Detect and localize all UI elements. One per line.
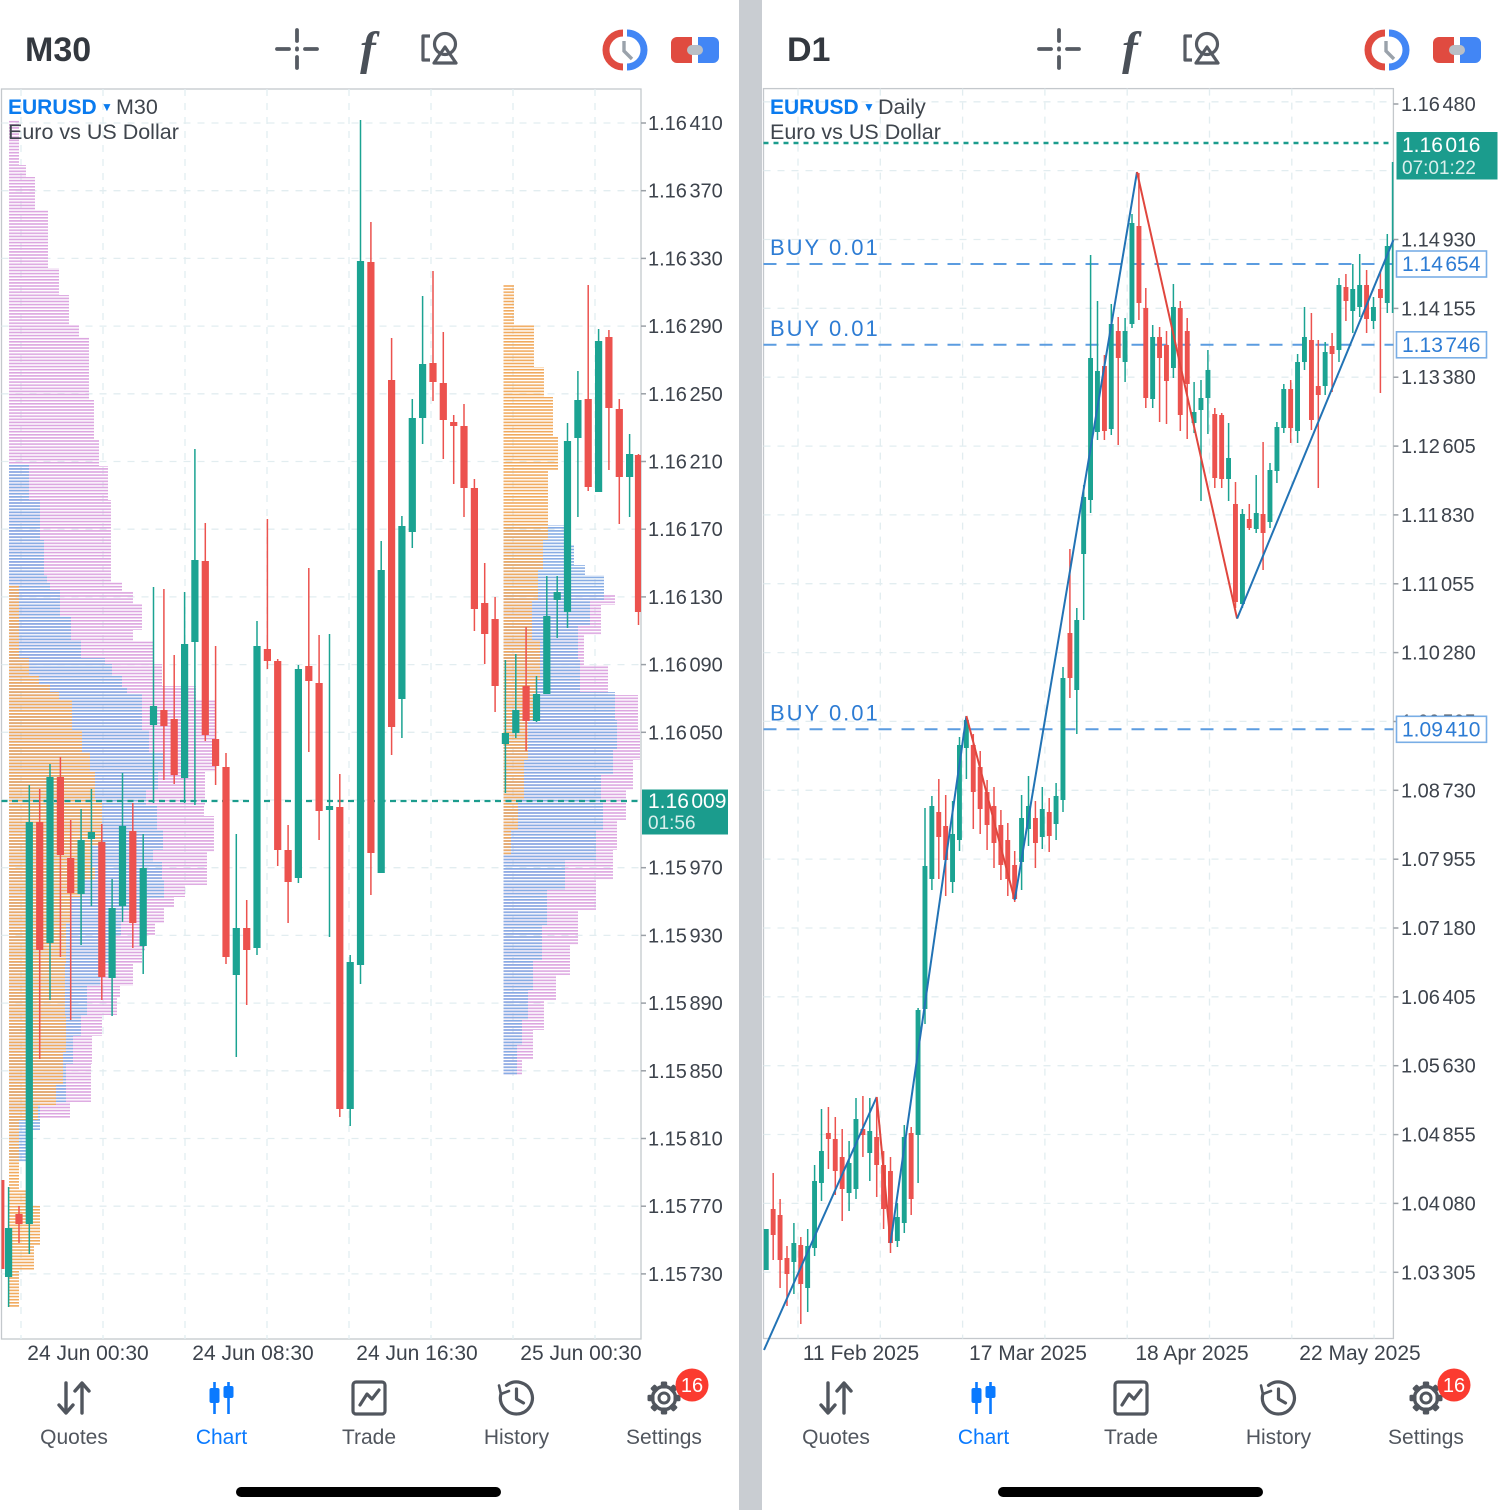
svg-text:Quotes: Quotes (802, 1426, 870, 1449)
svg-text:M30: M30 (116, 95, 158, 119)
svg-text:BUY 0.01: BUY 0.01 (770, 316, 880, 341)
svg-text:f: f (1122, 23, 1142, 75)
svg-text:Euro vs US Dollar: Euro vs US Dollar (770, 120, 941, 144)
svg-text:24 Jun 00:30: 24 Jun 00:30 (27, 1342, 148, 1365)
svg-text:History: History (484, 1426, 550, 1449)
svg-text:17 Mar 2025: 17 Mar 2025 (969, 1342, 1087, 1365)
svg-text:Chart: Chart (958, 1426, 1010, 1449)
svg-text:22 May 2025: 22 May 2025 (1299, 1342, 1420, 1365)
svg-text:16: 16 (681, 1375, 703, 1397)
svg-text:BUY 0.01: BUY 0.01 (770, 700, 880, 725)
svg-text:f: f (360, 23, 380, 75)
svg-text:▼: ▼ (101, 100, 113, 114)
svg-text:History: History (1246, 1426, 1312, 1449)
svg-text:16: 16 (1443, 1375, 1465, 1397)
svg-text:Settings: Settings (1388, 1426, 1464, 1449)
svg-text:Trade: Trade (342, 1426, 396, 1449)
svg-text:Chart: Chart (196, 1426, 248, 1449)
svg-text:Quotes: Quotes (40, 1426, 108, 1449)
svg-text:Trade: Trade (1104, 1426, 1158, 1449)
svg-text:24 Jun 08:30: 24 Jun 08:30 (192, 1342, 313, 1365)
svg-text:24 Jun 16:30: 24 Jun 16:30 (356, 1342, 477, 1365)
svg-text:Daily: Daily (878, 95, 926, 119)
svg-text:25 Jun 00:30: 25 Jun 00:30 (520, 1342, 641, 1365)
svg-text:▼: ▼ (863, 100, 875, 114)
svg-text:EURUSD: EURUSD (8, 96, 97, 119)
svg-text:BUY 0.01: BUY 0.01 (770, 235, 880, 260)
svg-text:07:01:22: 07:01:22 (1402, 158, 1476, 179)
svg-text:11 Feb 2025: 11 Feb 2025 (803, 1342, 919, 1365)
svg-text:18 Apr 2025: 18 Apr 2025 (1135, 1342, 1248, 1365)
svg-text:Settings: Settings (626, 1426, 702, 1449)
svg-text:EURUSD: EURUSD (770, 96, 859, 119)
svg-text:D1: D1 (787, 31, 830, 69)
svg-text:Euro vs US Dollar: Euro vs US Dollar (8, 120, 179, 144)
svg-text:M30: M30 (25, 31, 91, 69)
svg-text:01:56: 01:56 (648, 813, 696, 834)
